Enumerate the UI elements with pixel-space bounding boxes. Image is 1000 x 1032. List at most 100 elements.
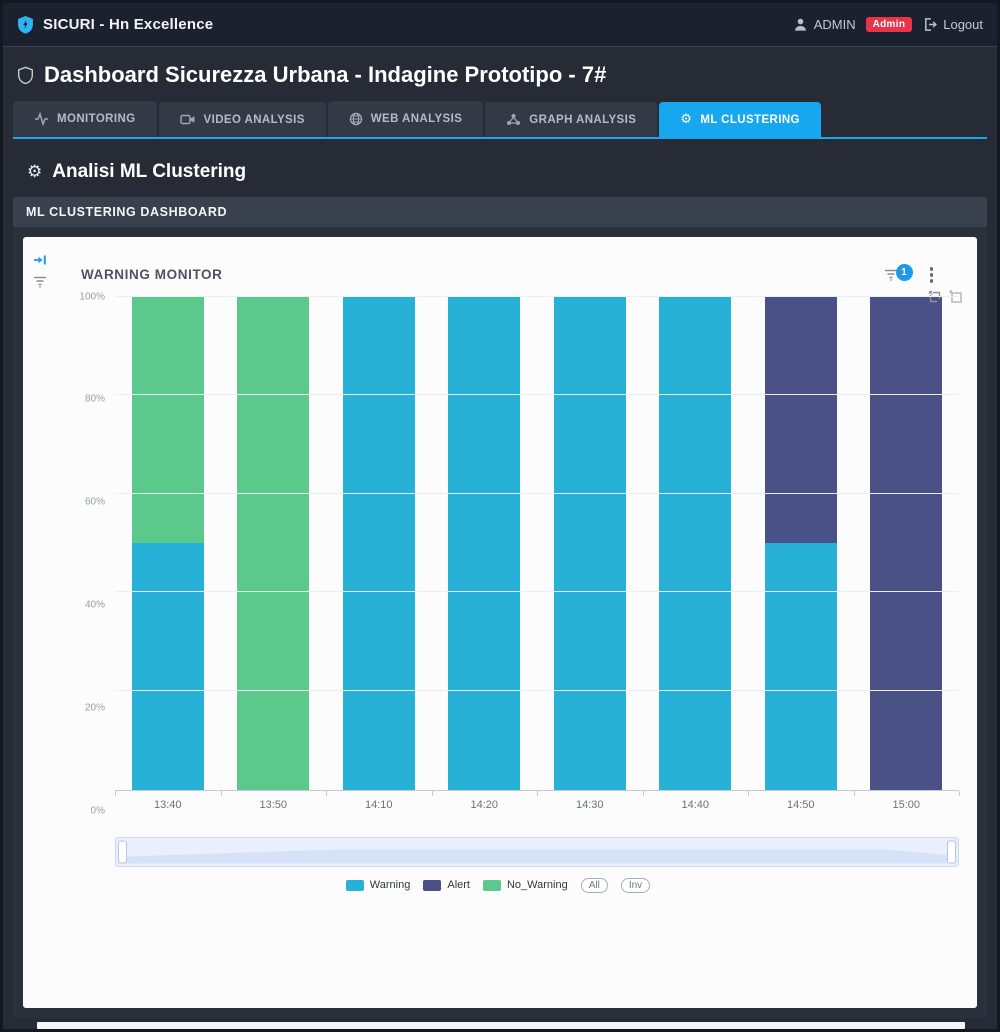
x-tick: [959, 790, 960, 796]
zoom-out-reset-icon[interactable]: [949, 289, 963, 304]
x-axis-ticks: [115, 790, 960, 796]
panel-header: ML CLUSTERING DASHBOARD: [13, 197, 987, 227]
tab-label: MONITORING: [57, 113, 136, 125]
stacked-bar-14:10[interactable]: [342, 296, 415, 790]
ml-clustering-panel: ML CLUSTERING DASHBOARD: [13, 197, 987, 1018]
filter-count-badge: 1: [895, 263, 913, 281]
gridline: [115, 295, 959, 297]
bar-segment-Warning[interactable]: [764, 543, 837, 790]
x-tick: [115, 790, 116, 796]
bottom-strip: [37, 1022, 965, 1029]
stacked-bar-14:20[interactable]: [448, 296, 521, 790]
x-tick: [748, 790, 749, 796]
graph-nodes-icon: [507, 114, 521, 125]
bar-slot-14:50: [748, 296, 854, 790]
chart-title: WARNING MONITOR: [81, 267, 223, 283]
y-axis-labels: 0% 20% 40% 60% 80% 100%: [37, 291, 115, 816]
tab-label: ML CLUSTERING: [700, 113, 800, 126]
plot-area: [115, 289, 962, 791]
logout-button[interactable]: Logout: [922, 17, 983, 32]
gear-icon: ⚙: [27, 161, 43, 182]
bar-segment-Warning[interactable]: [342, 296, 415, 790]
legend-button-all[interactable]: All: [580, 877, 608, 893]
gridline: [115, 689, 959, 691]
tab-ml-clustering[interactable]: ⚙ ML CLUSTERING: [659, 102, 821, 137]
legend-color-chip: [345, 879, 364, 891]
chart-menu-button[interactable]: [928, 265, 936, 285]
x-tick: [220, 790, 222, 796]
slider-track[interactable]: [115, 836, 959, 867]
topbar: SICURI - Hn Excellence ADMIN Admin Logou…: [3, 3, 997, 47]
x-axis-label: 14:10: [364, 798, 393, 811]
bar-slot-13:40: [115, 296, 221, 790]
bar-segment-Warning[interactable]: [553, 296, 626, 790]
chart-filter-button[interactable]: 1: [884, 263, 913, 281]
x-axis-label: 14:30: [575, 798, 604, 811]
stacked-bar-14:50[interactable]: [764, 296, 837, 790]
time-range-slider: [115, 836, 959, 867]
bar-slot-15:00: [854, 296, 960, 790]
bar-slot-13:50: [221, 296, 327, 790]
y-tick-label: 40%: [84, 599, 105, 611]
stacked-bar-15:00[interactable]: [870, 296, 943, 790]
bars-container: [115, 296, 960, 790]
legend-color-chip: [423, 879, 442, 891]
stacked-bar-14:40[interactable]: [659, 296, 732, 790]
user-menu[interactable]: ADMIN: [793, 17, 856, 32]
bar-segment-Warning[interactable]: [131, 543, 204, 790]
tab-label: WEB ANALYSIS: [370, 113, 463, 125]
tab-monitoring[interactable]: MONITORING: [13, 101, 157, 137]
user-icon: [794, 18, 806, 31]
stacked-bar-14:30[interactable]: [553, 296, 626, 790]
bar-segment-No_Warning[interactable]: [237, 296, 310, 790]
chart-zoom-controls: [928, 289, 963, 304]
page-title-text: Dashboard Sicurezza Urbana - Indagine Pr…: [44, 62, 607, 87]
tab-graph-analysis[interactable]: GRAPH ANALYSIS: [485, 102, 658, 137]
tab-label: GRAPH ANALYSIS: [529, 113, 637, 126]
bar-segment-Alert[interactable]: [870, 296, 943, 790]
legend-button-inv[interactable]: Inv: [620, 877, 651, 893]
x-tick: [326, 790, 327, 796]
x-axis-label: 14:20: [470, 798, 499, 811]
chart-card: WARNING MONITOR 1: [23, 237, 977, 1008]
x-tick: [642, 790, 644, 796]
role-badge: Admin: [865, 17, 913, 32]
tab-web-analysis[interactable]: WEB ANALYSIS: [327, 101, 484, 137]
bar-segment-Warning[interactable]: [448, 296, 521, 790]
y-tick-label: 80%: [84, 393, 105, 405]
page-title: Dashboard Sicurezza Urbana - Indagine Pr…: [17, 62, 983, 88]
x-axis-label: 13:50: [259, 798, 288, 811]
section-heading: ⚙ Analisi ML Clustering: [27, 161, 983, 183]
bar-segment-Alert[interactable]: [764, 296, 837, 543]
bar-segment-Warning[interactable]: [659, 296, 732, 790]
y-tick-label: 60%: [84, 496, 105, 508]
slider-handle-right[interactable]: [947, 840, 956, 863]
filter-icon[interactable]: [33, 276, 47, 288]
legend-item-No_Warning[interactable]: No_Warning: [482, 879, 568, 891]
bar-segment-No_Warning[interactable]: [131, 296, 204, 543]
legend-color-chip: [482, 879, 501, 891]
brand-title: SICURI - Hn Excellence: [43, 16, 214, 33]
x-axis-label: 15:00: [892, 798, 921, 811]
video-camera-icon: [179, 114, 195, 125]
stacked-bar-13:40[interactable]: [131, 296, 204, 790]
x-tick: [853, 790, 855, 796]
tab-video-analysis[interactable]: VIDEO ANALYSIS: [158, 102, 326, 137]
legend-label: No_Warning: [506, 879, 568, 891]
collapse-panel-icon[interactable]: [33, 253, 47, 267]
y-tick-label: 100%: [79, 291, 105, 302]
shield-outline-icon: [18, 66, 33, 84]
gridline: [115, 394, 959, 396]
zoom-in-selection-icon[interactable]: [928, 290, 942, 304]
slider-handle-left[interactable]: [118, 840, 127, 863]
bar-slot-14:40: [643, 296, 749, 790]
x-axis-label: 13:40: [153, 798, 182, 811]
stacked-bar-13:50[interactable]: [237, 296, 310, 790]
bar-slot-14:10: [326, 296, 432, 790]
tab-label: VIDEO ANALYSIS: [203, 113, 305, 126]
legend-item-Alert[interactable]: Alert: [423, 879, 470, 891]
x-tick: [431, 790, 433, 796]
x-tick: [537, 790, 538, 796]
legend-item-Warning[interactable]: Warning: [345, 879, 410, 891]
shield-logo-icon: [18, 15, 33, 34]
